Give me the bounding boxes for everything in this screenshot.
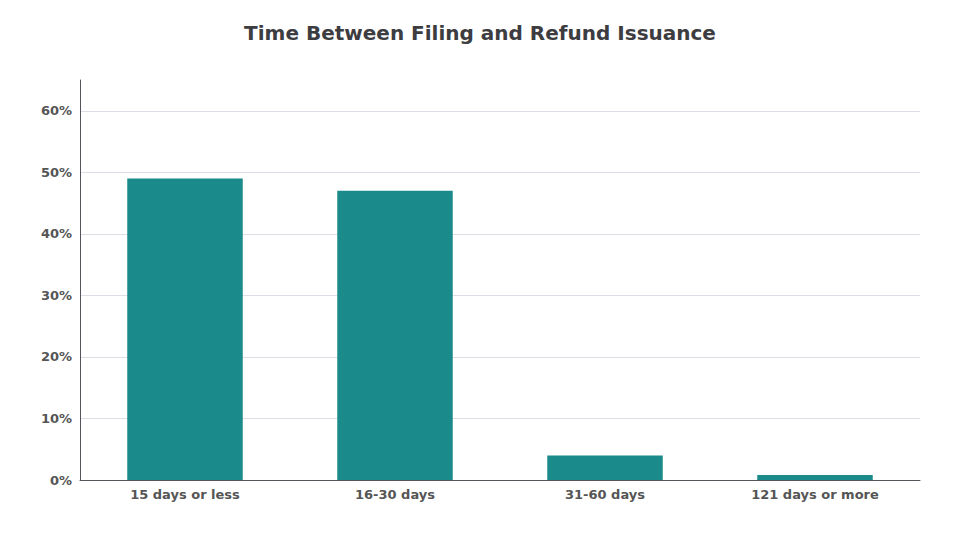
svg-text:60%: 60% bbox=[41, 103, 72, 118]
svg-text:Time Between Filing and Refund: Time Between Filing and Refund Issuance bbox=[244, 21, 716, 45]
svg-text:50%: 50% bbox=[41, 165, 72, 180]
svg-text:15 days or less: 15 days or less bbox=[130, 487, 240, 502]
svg-text:40%: 40% bbox=[41, 226, 72, 241]
svg-text:30%: 30% bbox=[41, 288, 72, 303]
svg-text:0%: 0% bbox=[50, 473, 72, 488]
svg-text:121 days or more: 121 days or more bbox=[751, 487, 879, 502]
svg-text:31-60 days: 31-60 days bbox=[565, 487, 645, 502]
svg-text:16-30 days: 16-30 days bbox=[355, 487, 435, 502]
svg-text:10%: 10% bbox=[41, 411, 72, 426]
svg-text:20%: 20% bbox=[41, 349, 72, 364]
